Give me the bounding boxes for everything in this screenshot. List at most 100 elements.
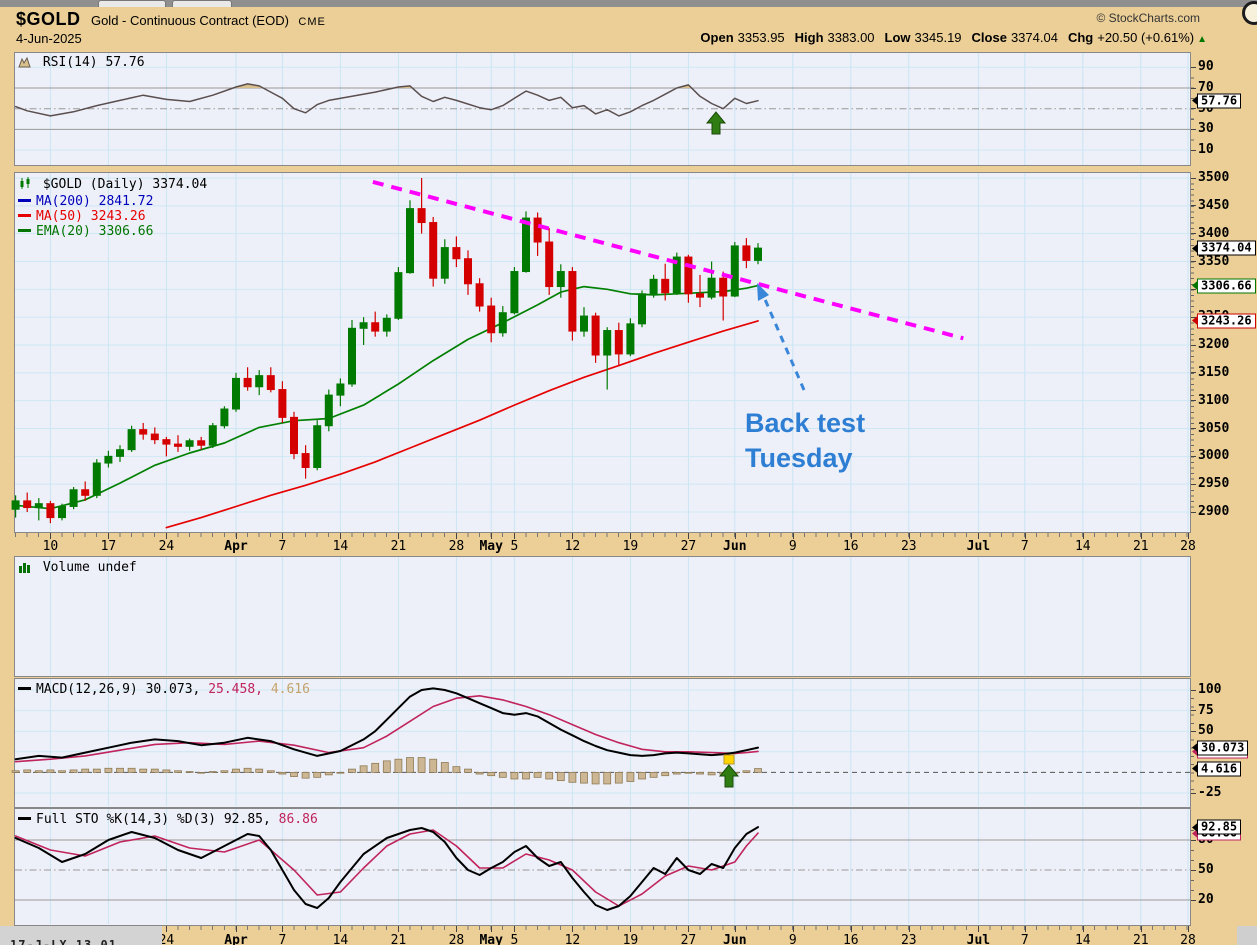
date-label-12: 12 — [564, 539, 581, 554]
rsi-axis-10-tick — [1191, 150, 1196, 151]
price-axis-3500: 3500 — [1198, 170, 1230, 185]
sto-axis-80-tick — [1191, 840, 1196, 841]
sto-d-value: 86.86 — [278, 812, 318, 827]
week-tick — [1082, 926, 1084, 932]
price-axis-3150-tick — [1191, 372, 1196, 373]
week-tick — [514, 926, 516, 932]
exchange: CME — [298, 16, 326, 28]
date-label-may: May — [479, 539, 503, 554]
week-tick — [282, 926, 284, 932]
date-label-7: 7 — [278, 933, 287, 945]
rsi-legend: RSI(14) 57.76 — [18, 55, 145, 72]
sto-legend: Full STO %K(14,3) %D(3) 92.85, 86.86 — [18, 812, 318, 827]
date-label-apr: Apr — [224, 933, 248, 945]
price-axis-3050-tick — [1191, 428, 1196, 429]
date-label-14: 14 — [332, 933, 349, 945]
date-label-28: 28 — [448, 539, 465, 554]
macd-axis-100-tick — [1191, 690, 1196, 691]
volume-legend-label: Volume undef — [42, 560, 137, 575]
ma200-swatch — [18, 199, 31, 202]
sto-axis-50: 50 — [1198, 862, 1214, 877]
date-label-17: 17 — [100, 539, 117, 554]
quote-row: Open 3353.95 High 3383.00 Low 3345.19 Close 337… — [690, 30, 1207, 45]
week-tick — [908, 533, 910, 539]
price-axis-3200-tick — [1191, 345, 1196, 346]
macd-axis-75-tick — [1191, 710, 1196, 711]
macd-panel — [14, 678, 1191, 808]
quote-value-chg: +20.50 (+0.61%) — [1097, 30, 1195, 45]
macd-axis-75: 75 — [1198, 702, 1214, 718]
corner-circle-icon[interactable] — [1242, 1, 1257, 25]
week-tick — [630, 533, 632, 539]
quote-label-high: High — [794, 30, 824, 45]
copyright: © StockCharts.com — [1096, 11, 1200, 25]
date-label-10: 10 — [42, 539, 59, 554]
next-chart-partial-text: 17-J-LX 13.01 — [10, 938, 117, 945]
ma50-swatch — [18, 214, 31, 217]
week-tick — [688, 926, 690, 932]
sto-swatch — [18, 817, 31, 820]
price-axis-2950: 2950 — [1198, 476, 1230, 492]
week-tick — [908, 926, 910, 932]
rsi-axis-30-tick — [1191, 129, 1196, 130]
macd-label: MACD(12,26,9) 30.073, — [36, 682, 201, 697]
price-axis-3150: 3150 — [1198, 364, 1230, 380]
price-axis-3450: 3450 — [1198, 197, 1230, 213]
week-tick — [978, 533, 980, 539]
week-tick — [1024, 533, 1026, 539]
week-tick — [491, 533, 493, 539]
date-label-7: 7 — [1020, 933, 1029, 945]
chart-header: $GOLD Gold - Continuous Contract (EOD) C… — [16, 9, 326, 30]
price-axis-2950-tick — [1191, 484, 1196, 485]
date-axis-ticks — [15, 533, 1191, 537]
date-label-may: May — [479, 933, 503, 945]
week-tick — [514, 533, 516, 539]
week-tick — [792, 533, 794, 539]
rsi-legend-label: RSI(14) 57.76 — [42, 55, 145, 70]
price-callout-92.85: 92.85 — [1197, 819, 1242, 835]
price-legend: $GOLD (Daily) 3374.04 MA(200) 2841.72 MA… — [18, 177, 207, 239]
week-tick — [630, 926, 632, 932]
price-axis-3050: 3050 — [1198, 420, 1230, 436]
macd-hist-value: 4.616 — [270, 682, 310, 697]
date-label-21: 21 — [1132, 539, 1149, 554]
quote-label-open: Open — [700, 30, 734, 45]
ema20-row: EMA(20) 3306.66 — [18, 224, 207, 239]
sto-axis-50-tick — [1191, 870, 1196, 871]
macd-swatch — [18, 687, 31, 690]
week-tick — [1082, 533, 1084, 539]
week-tick — [572, 533, 574, 539]
volume-icon — [18, 561, 31, 577]
date-label-27: 27 — [680, 539, 697, 554]
rsi-axis-70-tick — [1191, 88, 1196, 89]
date-label-5: 5 — [510, 539, 519, 554]
date-label-9: 9 — [788, 933, 797, 945]
macd-minor-ticks — [1191, 690, 1194, 793]
quote-label-chg: Chg — [1067, 30, 1094, 45]
date-label-12: 12 — [564, 933, 581, 945]
week-tick — [108, 533, 110, 539]
candlestick-icon — [18, 177, 31, 194]
week-tick — [734, 533, 736, 539]
date-label-7: 7 — [1020, 539, 1029, 554]
week-tick — [1024, 926, 1026, 932]
macd-axis--25: -25 — [1198, 785, 1222, 800]
week-tick — [1140, 926, 1142, 932]
date-label-5: 5 — [510, 933, 519, 945]
price-axis-3100-tick — [1191, 400, 1196, 401]
volume-legend: Volume undef — [18, 560, 137, 577]
week-tick — [456, 533, 458, 539]
price-callout-3306.66: 3306.66 — [1197, 278, 1256, 294]
top-tab-2[interactable] — [172, 0, 232, 7]
ma200-row: MA(200) 2841.72 — [18, 194, 207, 209]
date-label-7: 7 — [278, 539, 287, 554]
date-label-jul: Jul — [966, 539, 991, 554]
macd-signal-value: 25.458, — [208, 682, 263, 697]
date-label-jun: Jun — [723, 539, 747, 554]
date-label-14: 14 — [1074, 539, 1091, 554]
week-tick — [340, 926, 342, 932]
top-tab-1[interactable] — [98, 0, 166, 7]
macd-axis-50: 50 — [1198, 723, 1214, 739]
date-label-28: 28 — [448, 933, 465, 945]
